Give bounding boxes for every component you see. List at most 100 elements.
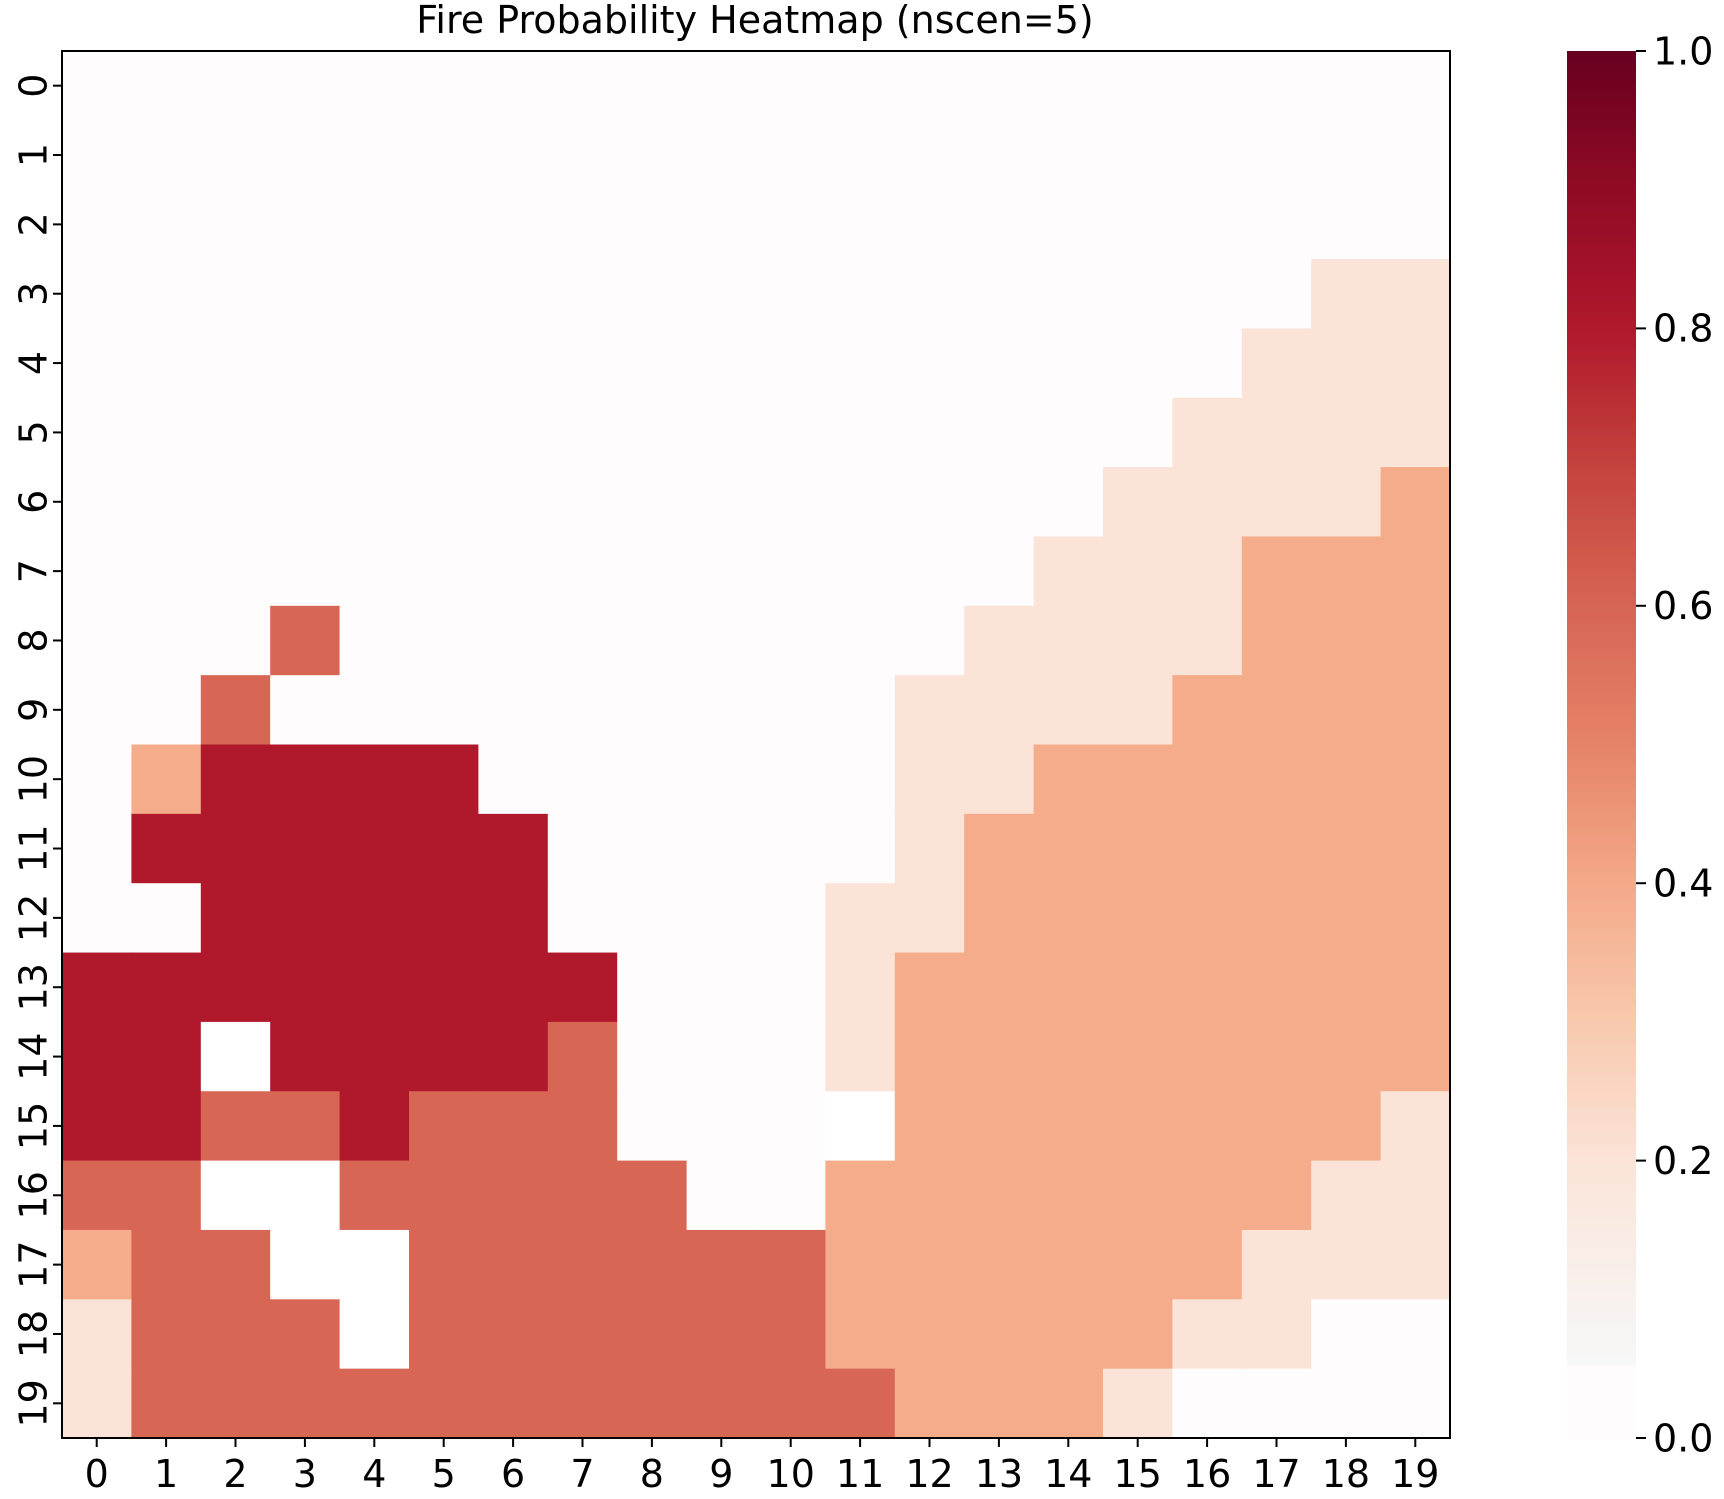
heatmap-cell — [1311, 813, 1382, 884]
heatmap-cell — [1311, 397, 1382, 468]
heatmap-cell — [756, 1229, 826, 1300]
heatmap-cell — [825, 883, 896, 954]
y-tick-label: 8 — [11, 628, 55, 652]
heatmap-cell — [339, 1299, 410, 1370]
heatmap-cell — [1172, 1160, 1243, 1231]
chart-title: Fire Probability Heatmap (nscen=5) — [416, 0, 1093, 42]
heatmap-cell — [200, 1368, 271, 1439]
heatmap-cell — [1033, 467, 1104, 538]
heatmap-cell — [547, 259, 618, 329]
heatmap-cell — [825, 605, 896, 676]
heatmap-cell — [1241, 744, 1312, 815]
heatmap-cell — [270, 883, 341, 954]
heatmap-cell — [339, 952, 410, 1023]
heatmap-cell — [131, 259, 202, 329]
heatmap-cell — [756, 605, 826, 676]
heatmap-cell — [478, 189, 549, 260]
heatmap-cell — [756, 1368, 826, 1439]
heatmap-cell — [1033, 1160, 1104, 1231]
heatmap-cell — [1241, 813, 1312, 884]
heatmap-cell — [62, 467, 132, 538]
heatmap-cell — [894, 675, 965, 746]
heatmap-cell — [409, 813, 479, 884]
heatmap-cell — [200, 883, 271, 954]
heatmap-cell — [617, 397, 688, 468]
heatmap-cell — [1241, 952, 1312, 1023]
heatmap-cell — [270, 744, 341, 815]
heatmap-cell — [1380, 952, 1451, 1023]
heatmap-cell — [756, 1021, 826, 1092]
heatmap-cell — [894, 744, 965, 815]
heatmap-cell — [270, 1368, 341, 1439]
heatmap-cell — [200, 952, 271, 1023]
heatmap-cell — [894, 813, 965, 884]
heatmap-cell — [1172, 397, 1243, 468]
heatmap-cell — [409, 1160, 479, 1231]
heatmap-cell — [1103, 536, 1173, 607]
heatmap-cell — [1380, 120, 1451, 191]
heatmap-cell — [894, 883, 965, 954]
heatmap-cell — [339, 813, 410, 884]
heatmap-cell — [1033, 1091, 1104, 1162]
y-tick-label: 10 — [11, 755, 55, 803]
heatmap-cell — [1380, 259, 1451, 329]
heatmap-cell — [200, 397, 271, 468]
heatmap-cell — [131, 605, 202, 676]
heatmap-cell — [339, 259, 410, 329]
heatmap-cell — [270, 467, 341, 538]
y-tick-label: 4 — [11, 351, 55, 375]
heatmap-cell — [1172, 189, 1243, 260]
heatmap-cell — [964, 952, 1035, 1023]
heatmap-cell — [1241, 328, 1312, 399]
heatmap-cell — [62, 328, 132, 399]
heatmap-cell — [894, 259, 965, 329]
heatmap-cell — [200, 1160, 271, 1231]
heatmap-cell — [547, 1299, 618, 1370]
heatmap-cell — [131, 952, 202, 1023]
heatmap-cell — [756, 1091, 826, 1162]
heatmap-cell — [1380, 1021, 1451, 1092]
heatmap-cell — [1311, 1160, 1382, 1231]
heatmap-cell — [62, 883, 132, 954]
heatmap-cell — [894, 397, 965, 468]
heatmap-cell — [894, 1368, 965, 1439]
heatmap-cell — [1033, 189, 1104, 260]
heatmap-cell — [547, 467, 618, 538]
heatmap-cell — [547, 1091, 618, 1162]
y-tick-label: 12 — [11, 894, 55, 942]
heatmap-cell — [409, 605, 479, 676]
heatmap-cell — [617, 605, 688, 676]
heatmap-cell — [1033, 1229, 1104, 1300]
heatmap-cell — [1241, 467, 1312, 538]
heatmap-cell — [1172, 1299, 1243, 1370]
heatmap-cell — [62, 1299, 132, 1370]
heatmap-cell — [1311, 328, 1382, 399]
heatmap-cell — [131, 813, 202, 884]
heatmap-cell — [617, 883, 688, 954]
heatmap-cell — [547, 1021, 618, 1092]
heatmap-cell — [686, 189, 757, 260]
heatmap-cell — [339, 1021, 410, 1092]
heatmap-cell — [409, 1368, 479, 1439]
heatmap-cell — [825, 1368, 896, 1439]
heatmap-cell — [339, 397, 410, 468]
x-tick-label: 15 — [1114, 1452, 1162, 1496]
heatmap-cell — [1380, 744, 1451, 815]
heatmap-cell — [478, 675, 549, 746]
heatmap-cell — [200, 467, 271, 538]
heatmap-cell — [1311, 189, 1382, 260]
heatmap-cell — [617, 1229, 688, 1300]
heatmap-cell — [200, 744, 271, 815]
heatmap-cell — [478, 952, 549, 1023]
heatmap-cell — [894, 1091, 965, 1162]
heatmap-cell — [1241, 397, 1312, 468]
heatmap-cell — [894, 1299, 965, 1370]
heatmap-cell — [825, 51, 896, 121]
heatmap-cell — [617, 952, 688, 1023]
heatmap-cell — [1103, 1299, 1173, 1370]
heatmap-cell — [1380, 328, 1451, 399]
heatmap-cell — [894, 1160, 965, 1231]
heatmap-cell — [1103, 744, 1173, 815]
heatmap-cell — [547, 605, 618, 676]
heatmap-cell — [964, 1091, 1035, 1162]
